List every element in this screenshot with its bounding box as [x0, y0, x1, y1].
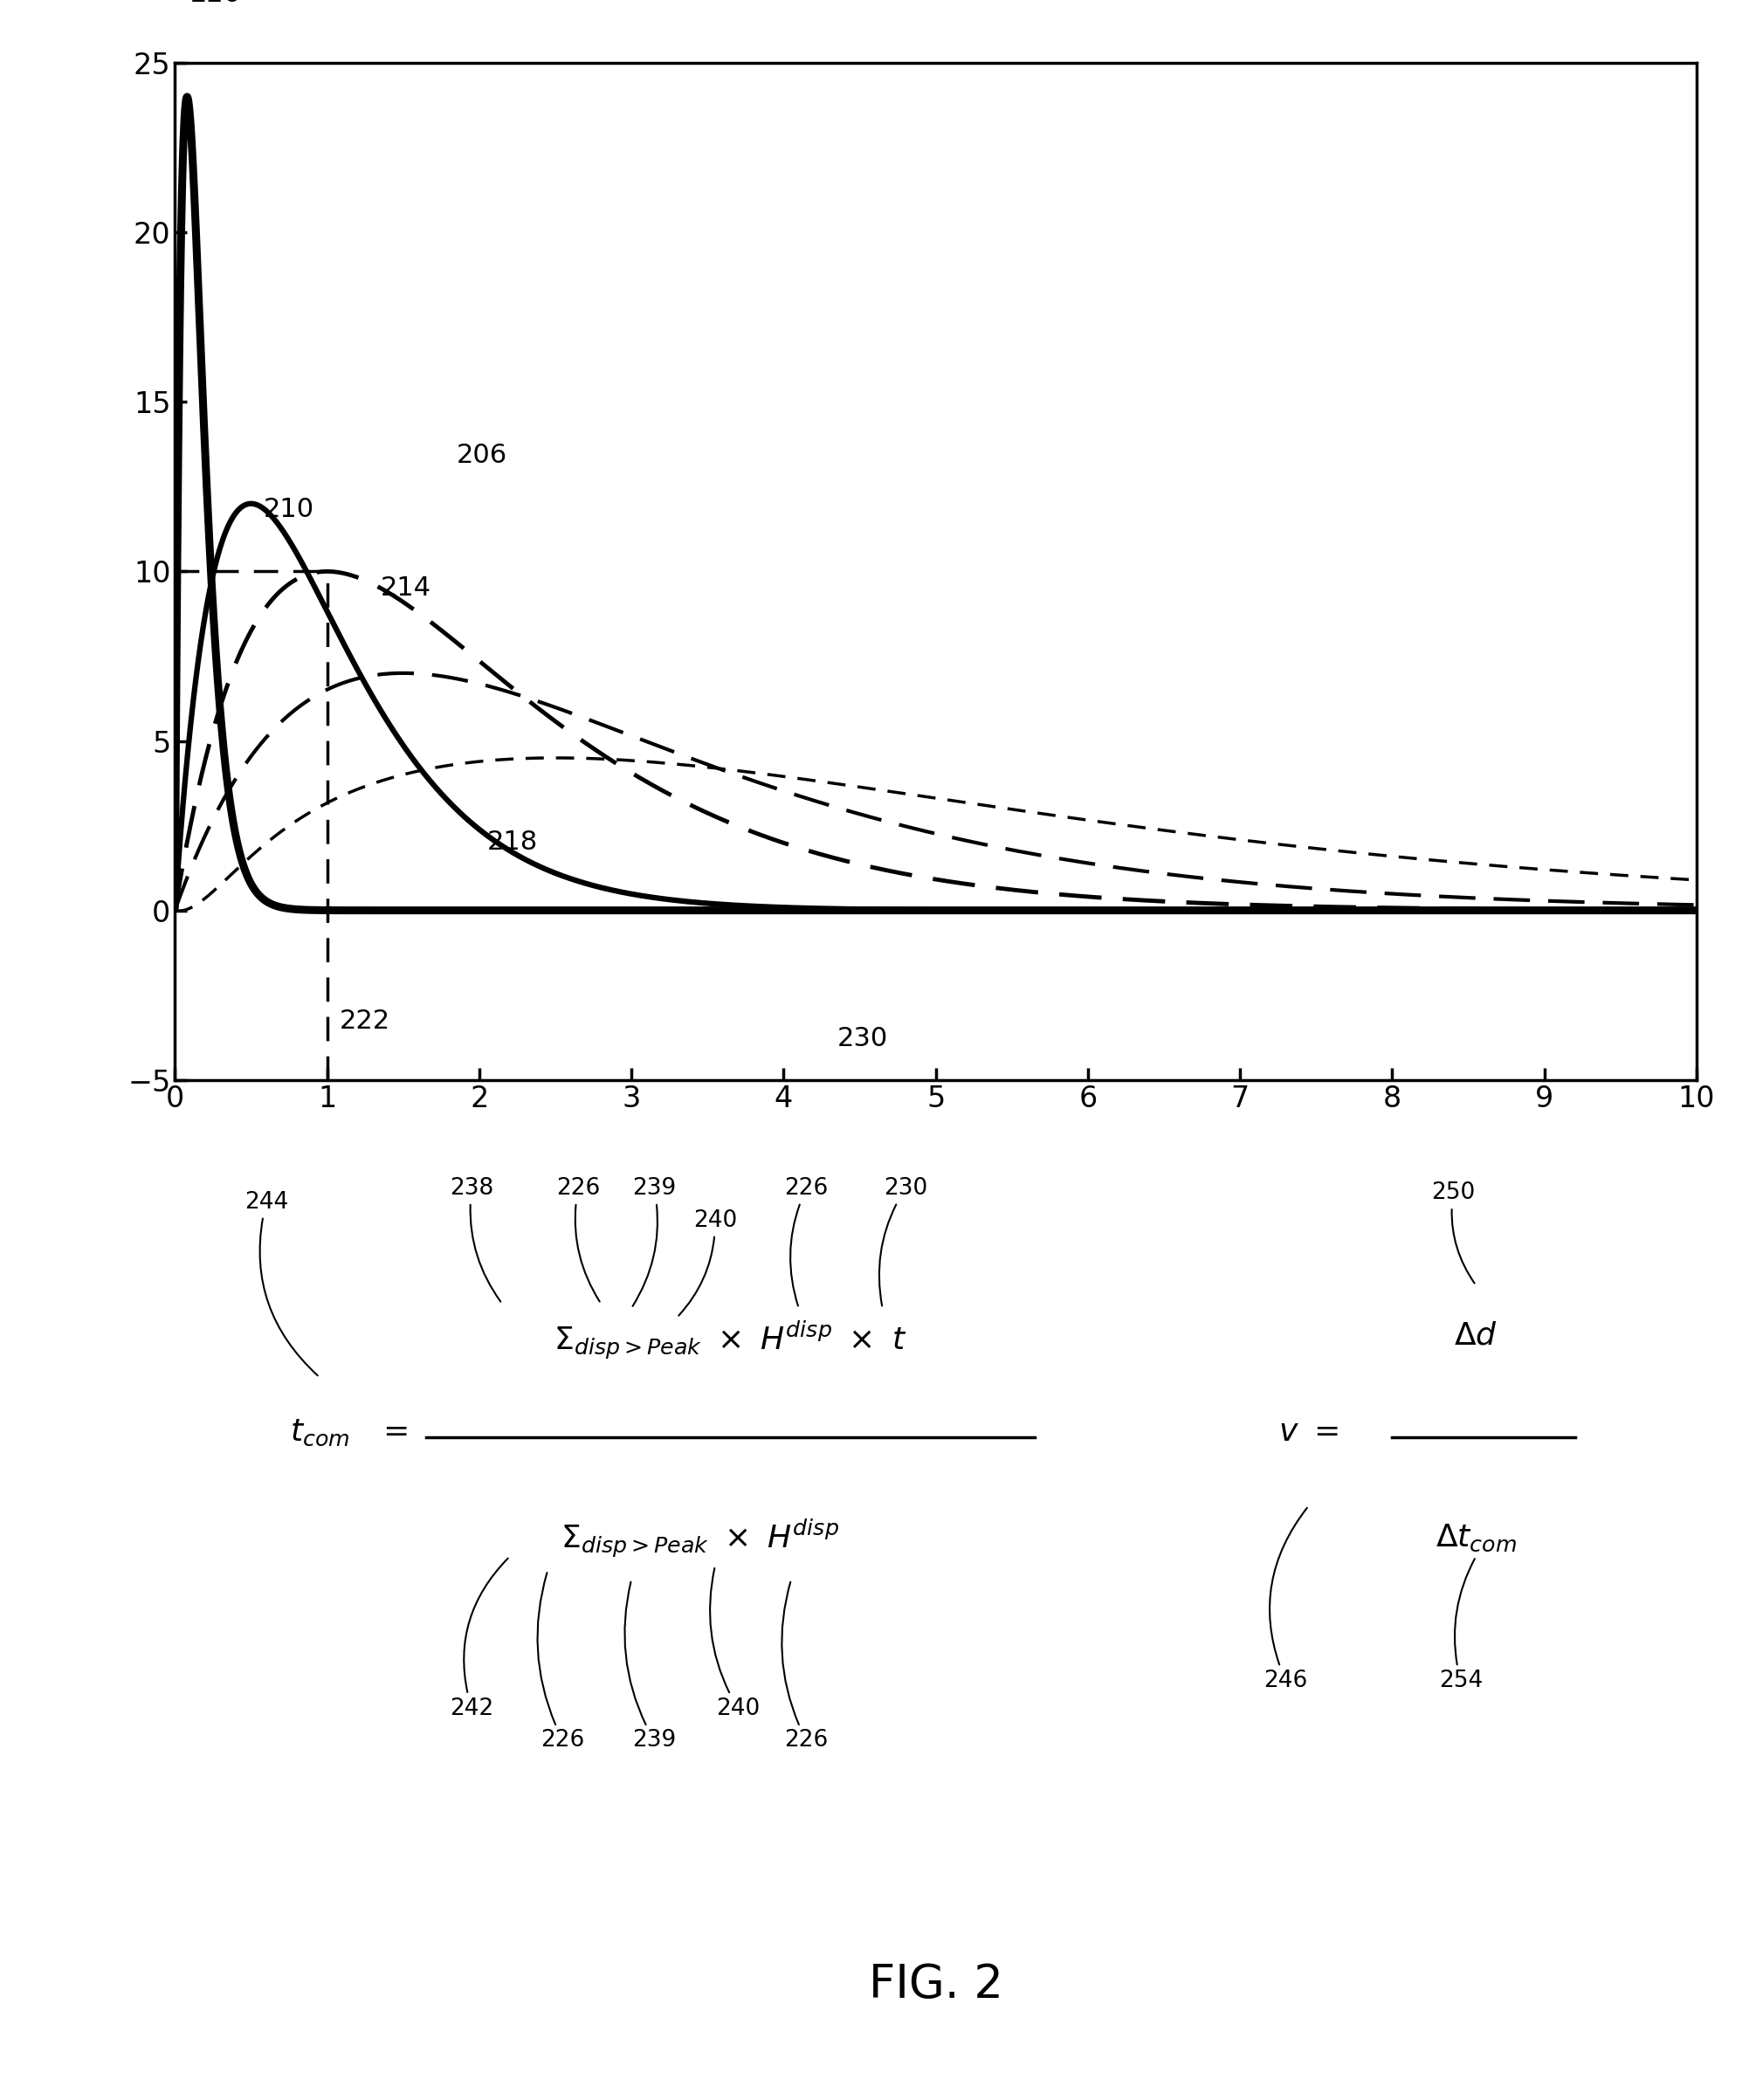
Text: 226: 226	[556, 1178, 600, 1302]
Text: $\Delta t_{com}$: $\Delta t_{com}$	[1436, 1522, 1516, 1554]
Text: 226: 226	[537, 1573, 584, 1751]
Text: 226: 226	[191, 0, 241, 6]
Text: 230: 230	[836, 1027, 888, 1052]
Text: FIG. 2: FIG. 2	[869, 1961, 1002, 2008]
Text: 230: 230	[880, 1178, 927, 1306]
Text: $v\ =$: $v\ =$	[1279, 1418, 1338, 1447]
Text: 218: 218	[486, 830, 537, 855]
Text: $t_{com}$: $t_{com}$	[290, 1418, 350, 1447]
Text: 250: 250	[1431, 1182, 1474, 1283]
Text: 254: 254	[1439, 1558, 1483, 1693]
Text: 210: 210	[262, 498, 313, 523]
Text: 222: 222	[339, 1008, 390, 1035]
Text: 226: 226	[782, 1581, 829, 1751]
Text: 240: 240	[679, 1210, 736, 1315]
Text: 238: 238	[449, 1178, 500, 1302]
Text: 246: 246	[1265, 1508, 1308, 1693]
Text: $\Delta d$: $\Delta d$	[1453, 1321, 1497, 1350]
Text: 226: 226	[785, 1178, 829, 1306]
Text: $\Sigma_{disp>Peak}\ \times\ H^{disp}$: $\Sigma_{disp>Peak}\ \times\ H^{disp}$	[561, 1516, 840, 1558]
Text: 240: 240	[710, 1569, 759, 1720]
Text: 242: 242	[449, 1558, 507, 1720]
Text: 206: 206	[456, 443, 507, 468]
Text: 239: 239	[624, 1581, 677, 1751]
Text: =: =	[383, 1418, 409, 1447]
Text: $\Sigma_{disp>Peak}\ \times\ H^{disp}\ \times\ t$: $\Sigma_{disp>Peak}\ \times\ H^{disp}\ \…	[554, 1319, 906, 1361]
Text: 244: 244	[245, 1191, 318, 1376]
Text: 214: 214	[380, 575, 430, 601]
Text: 239: 239	[633, 1178, 677, 1306]
